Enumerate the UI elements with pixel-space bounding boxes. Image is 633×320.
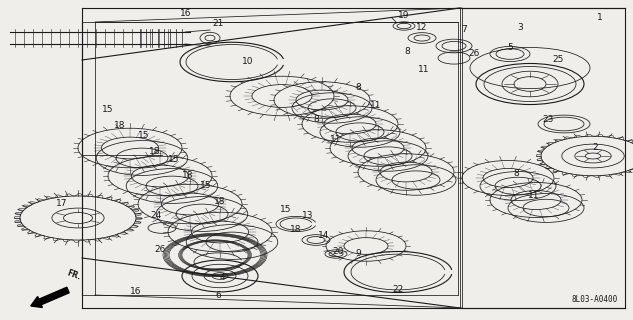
Text: 5: 5	[507, 44, 513, 52]
Text: 3: 3	[517, 23, 523, 33]
Text: 26: 26	[468, 50, 480, 59]
Text: 19: 19	[398, 12, 410, 20]
Text: 2: 2	[592, 143, 598, 153]
Text: 15: 15	[103, 106, 114, 115]
Text: 13: 13	[302, 212, 314, 220]
Text: 8: 8	[355, 84, 361, 92]
Text: 25: 25	[553, 55, 564, 65]
Text: 11: 11	[370, 101, 382, 110]
Text: 8L03-A0400: 8L03-A0400	[572, 295, 618, 305]
Text: 20: 20	[332, 247, 344, 257]
Text: 18: 18	[149, 148, 161, 156]
Text: 4: 4	[219, 274, 225, 283]
Text: 15: 15	[138, 132, 150, 140]
Text: 11: 11	[330, 135, 342, 145]
Text: 15: 15	[200, 181, 212, 190]
FancyArrow shape	[31, 287, 69, 308]
Text: 8: 8	[404, 47, 410, 57]
Text: 6: 6	[215, 292, 221, 300]
Text: 23: 23	[542, 116, 554, 124]
Text: 14: 14	[318, 231, 330, 241]
Text: 26: 26	[154, 245, 166, 254]
Text: 24: 24	[151, 212, 161, 220]
Text: 21: 21	[212, 20, 223, 28]
Text: 15: 15	[280, 205, 292, 214]
Text: 1: 1	[597, 13, 603, 22]
Text: 16: 16	[130, 287, 142, 297]
Text: 15: 15	[168, 156, 180, 164]
Text: 17: 17	[56, 199, 68, 209]
Text: 12: 12	[417, 23, 428, 33]
Text: 7: 7	[461, 26, 467, 35]
Text: 8: 8	[313, 116, 319, 124]
Text: 18: 18	[291, 226, 302, 235]
Text: 10: 10	[242, 58, 254, 67]
Text: 18: 18	[182, 172, 194, 180]
Text: 9: 9	[355, 250, 361, 259]
Text: 22: 22	[392, 285, 404, 294]
Text: FR.: FR.	[66, 269, 82, 282]
Text: 8: 8	[513, 170, 519, 179]
Text: 11: 11	[529, 191, 540, 201]
Text: 11: 11	[418, 66, 430, 75]
Text: 18: 18	[114, 122, 126, 131]
Text: 18: 18	[214, 197, 226, 206]
Text: 16: 16	[180, 10, 192, 19]
